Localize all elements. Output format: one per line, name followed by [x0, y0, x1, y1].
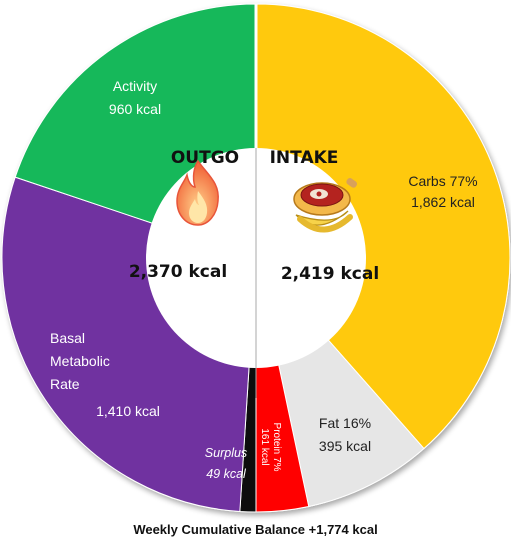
svg-text:Carbs 77%: Carbs 77%: [408, 173, 477, 189]
flame-icon: [176, 159, 219, 226]
svg-text:1,410 kcal: 1,410 kcal: [96, 403, 160, 419]
intake-total: 2,419 kcal: [281, 264, 379, 284]
outgo-header: OUTGO: [171, 148, 239, 168]
svg-text:Metabolic: Metabolic: [50, 353, 110, 369]
svg-text:161 kcal: 161 kcal: [259, 428, 270, 465]
label-activity: Activity 960 kcal: [109, 78, 161, 117]
label-protein: Protein 7% 161 kcal: [259, 423, 282, 472]
food-plate-icon: [293, 178, 358, 233]
svg-text:Protein 7%: Protein 7%: [271, 423, 282, 472]
svg-text:Rate: Rate: [50, 376, 80, 392]
svg-text:49 kcal: 49 kcal: [206, 467, 247, 481]
svg-text:960 kcal: 960 kcal: [109, 101, 161, 117]
label-carbs: Carbs 77% 1,862 kcal: [408, 173, 477, 210]
svg-text:1,862 kcal: 1,862 kcal: [411, 194, 475, 210]
svg-text:Basal: Basal: [50, 330, 85, 346]
svg-text:395 kcal: 395 kcal: [319, 438, 371, 454]
donut-ring: [1, 3, 511, 513]
label-basal-metabolic-rate: Basal Metabolic Rate 1,410 kcal: [50, 330, 160, 419]
svg-text:Surplus: Surplus: [205, 446, 247, 460]
svg-text:Fat 16%: Fat 16%: [319, 415, 371, 431]
weekly-balance-footer: Weekly Cumulative Balance +1,774 kcal: [133, 522, 378, 537]
outgo-total: 2,370 kcal: [129, 262, 227, 282]
label-fat: Fat 16% 395 kcal: [319, 415, 371, 454]
svg-text:Activity: Activity: [113, 78, 157, 94]
intake-header: INTAKE: [270, 148, 339, 168]
label-surplus: Surplus 49 kcal: [205, 446, 247, 481]
